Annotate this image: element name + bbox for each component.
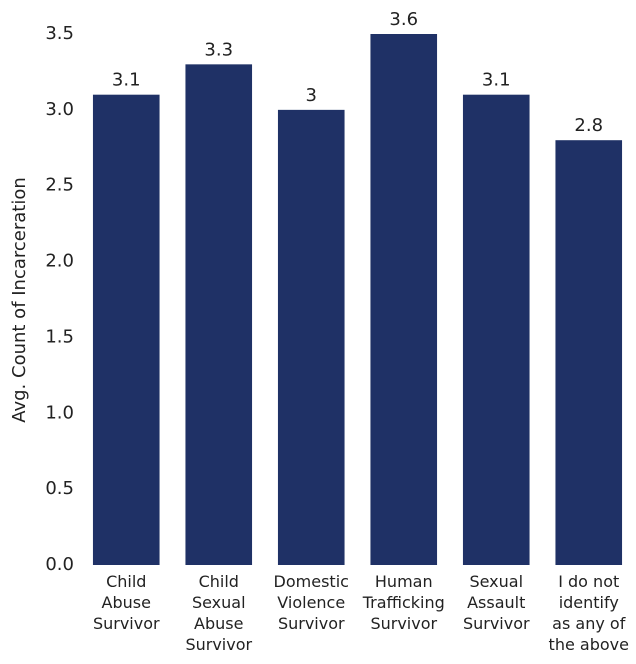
- y-tick-label: 2.5: [45, 175, 74, 196]
- value-label: 2.8: [574, 115, 603, 136]
- y-tick-label: 3.5: [45, 23, 74, 44]
- y-axis-title: Avg. Count of Incarceration: [9, 177, 30, 423]
- bar: [462, 94, 530, 565]
- value-label: 3.1: [482, 70, 511, 91]
- value-label: 3.3: [204, 39, 233, 60]
- plot-area: [92, 34, 623, 565]
- value-label: 3.6: [389, 9, 418, 30]
- bar: [92, 94, 160, 565]
- x-tick-label: Sexual Assault Survivor: [463, 572, 530, 633]
- bar: [185, 64, 253, 565]
- x-tick-label: Domestic Violence Survivor: [274, 572, 349, 633]
- y-tick-label: 0.0: [45, 554, 74, 575]
- y-tick-label: 1.0: [45, 402, 74, 423]
- value-label: 3.1: [112, 70, 141, 91]
- x-tick-label: I do not identify as any of the above: [549, 572, 629, 654]
- x-tick-label: Child Abuse Survivor: [93, 572, 160, 633]
- y-tick-label: 3.0: [45, 99, 74, 120]
- x-tick-label: Child Sexual Abuse Survivor: [185, 572, 252, 654]
- value-label: 3: [306, 85, 317, 106]
- y-tick-label: 1.5: [45, 326, 74, 347]
- bar: [555, 140, 623, 565]
- bar: [370, 34, 438, 565]
- bar: [277, 109, 345, 565]
- x-tick-label: Human Trafficking Survivor: [362, 572, 445, 633]
- y-tick-label: 2.0: [45, 251, 74, 272]
- y-tick-label: 0.5: [45, 478, 74, 499]
